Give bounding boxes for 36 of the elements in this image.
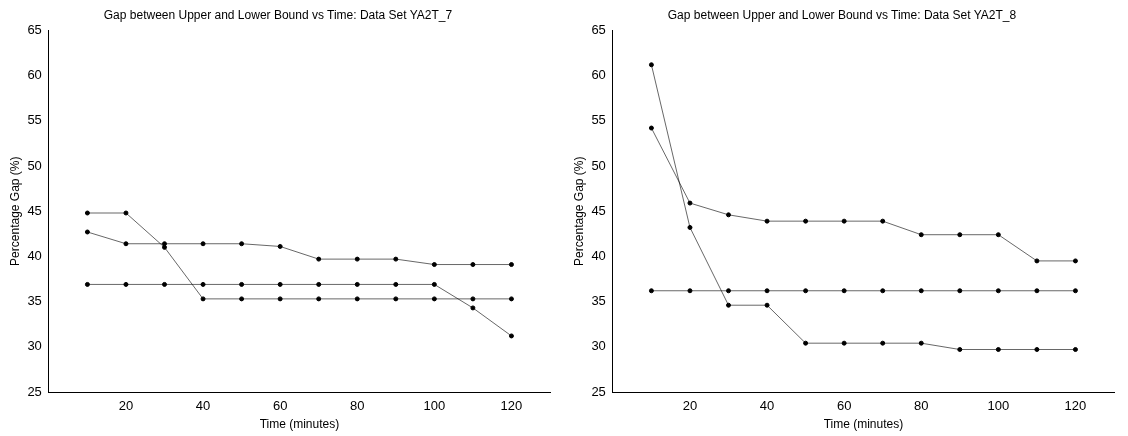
y-tick-label: 40 [591,247,606,263]
y-tick-label: 55 [27,112,42,128]
x-tick-label: 20 [118,398,134,414]
x-tick-label: 40 [195,398,211,414]
y-tick-label: 60 [591,67,606,83]
y-axis-title: Percentage Gap (%) [571,156,586,266]
x-axis-title: Time (minutes) [259,417,340,432]
y-tick-label: 30 [27,338,42,354]
y-tick-label: 60 [27,67,42,83]
y-tick-label: 45 [591,202,606,218]
x-tick-label: 60 [836,398,852,414]
x-tick-label: 80 [350,398,365,414]
x-tick-label: 120 [1064,398,1087,414]
x-tick-label: 100 [987,398,1010,414]
y-tick-label: 45 [27,202,42,218]
x-tick-label: 20 [682,398,698,414]
chart-title: Gap between Upper and Lower Bound vs Time: Data Set YA2T_7 [103,7,453,22]
x-tick-label: 80 [914,398,929,414]
x-tick-label: 100 [423,398,446,414]
y-tick-label: 30 [591,338,606,354]
x-axis-title: Time (minutes) [823,417,904,432]
x-tick-label: 60 [272,398,288,414]
y-tick-label: 65 [591,21,606,37]
y-tick-label: 40 [27,247,42,263]
chart-title: Gap between Upper and Lower Bound vs Time: Data Set YA2T_8 [667,7,1017,22]
y-tick-label: 35 [591,293,606,309]
y-tick-label: 50 [27,157,42,173]
y-tick-label: 65 [27,21,42,37]
y-tick-label: 25 [591,383,606,399]
y-axis-title: Percentage Gap (%) [7,156,22,266]
y-tick-label: 25 [27,383,42,399]
y-tick-label: 35 [27,293,42,309]
x-tick-label: 120 [500,398,523,414]
x-tick-label: 40 [759,398,775,414]
y-tick-label: 50 [591,157,606,173]
y-tick-label: 55 [591,112,606,128]
